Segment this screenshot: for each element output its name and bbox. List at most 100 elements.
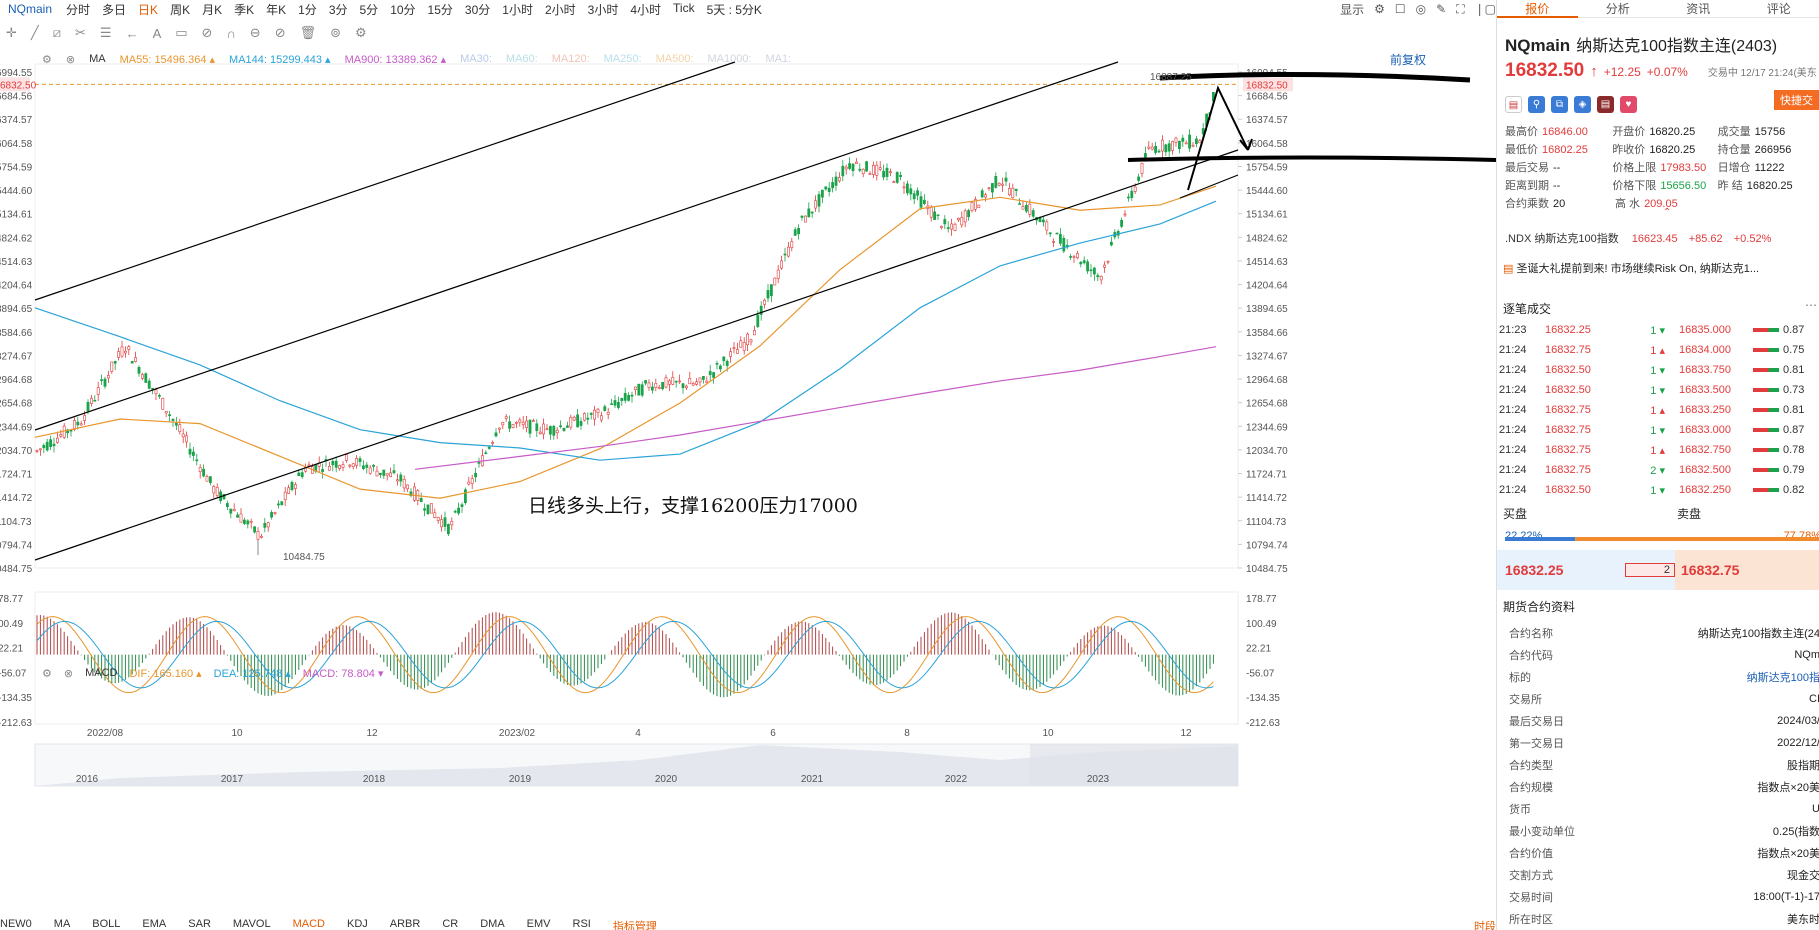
- settings-icon[interactable]: ⚙: [1374, 2, 1385, 16]
- indicator-tab-9[interactable]: CR: [442, 918, 459, 930]
- arrow-tool-icon[interactable]: ←: [125, 25, 139, 41]
- period-3[interactable]: 周K: [170, 2, 191, 17]
- chart-canvas[interactable]: 16994.556994.5516684.566684.5616374.5763…: [0, 0, 1496, 918]
- period-12[interactable]: 30分: [464, 2, 491, 17]
- indicator-tab-7[interactable]: KDJ: [346, 918, 368, 930]
- indicator-tab-0[interactable]: NEW0: [0, 918, 32, 930]
- hierarchy-icon[interactable]: ⧉: [1551, 96, 1568, 113]
- indicator-tab-10[interactable]: DMA: [480, 918, 505, 930]
- indicator-tab-5[interactable]: MAVOL: [232, 918, 271, 930]
- candle-body: [365, 464, 369, 468]
- display-menu[interactable]: 显示: [1340, 2, 1365, 17]
- quote-panel: 报价 分析 资讯 评论 NQmain 纳斯达克100指数主连(2403) 16832.5…: [1496, 0, 1819, 930]
- period-11[interactable]: 15分: [427, 2, 453, 17]
- bid-price[interactable]: 16832.25: [1505, 562, 1564, 578]
- ask-price[interactable]: 16832.75: [1675, 550, 1819, 590]
- indicator-tab-1[interactable]: MA: [53, 918, 71, 930]
- config-icon[interactable]: ⚙: [355, 25, 367, 40]
- text-tool-icon[interactable]: A: [152, 25, 162, 41]
- period-6[interactable]: 年K: [266, 2, 287, 17]
- camera-icon[interactable]: ◎: [1415, 2, 1427, 16]
- support-stroke[interactable]: [1127, 155, 1496, 162]
- fib-tool-icon[interactable]: ✂: [75, 25, 86, 40]
- candle-body: [276, 503, 280, 506]
- period-2[interactable]: 日K: [138, 2, 159, 17]
- indicator-tab-8[interactable]: ARBR: [389, 918, 421, 930]
- indicator-settings-icon[interactable]: ⚙: [42, 53, 52, 66]
- trend-line[interactable]: [34, 61, 736, 301]
- fullscreen-icon[interactable]: ⛶: [1456, 1, 1465, 16]
- period-4[interactable]: 月K: [202, 2, 223, 17]
- period-13[interactable]: 1小时: [502, 2, 533, 17]
- period-8[interactable]: 3分: [328, 2, 348, 17]
- indicator-tab-3[interactable]: EMA: [142, 918, 167, 930]
- heart-icon[interactable]: ♥: [1620, 96, 1637, 113]
- crosshair-icon[interactable]: ✛: [6, 25, 17, 40]
- panel-tab-3[interactable]: 评论: [1766, 2, 1791, 16]
- y-tick-right: 15754.59: [1246, 162, 1288, 173]
- macd-close-icon[interactable]: ⊗: [63, 667, 74, 680]
- period-0[interactable]: 分时: [66, 2, 91, 17]
- macd-name[interactable]: MACD: [85, 667, 118, 679]
- channel-tool-icon[interactable]: ⧄: [52, 25, 62, 40]
- trade-icon[interactable]: ⚲: [1528, 96, 1545, 113]
- main-indicator-name[interactable]: MA: [89, 53, 106, 65]
- delete-icon[interactable]: 🗑: [299, 25, 317, 40]
- panel-tab-0[interactable]: 报价: [1497, 0, 1578, 18]
- period-range-tab[interactable]: 时段: [1474, 921, 1496, 930]
- ruler-icon[interactable]: ⊘: [201, 25, 213, 40]
- indicator-tab-4[interactable]: SAR: [188, 918, 211, 930]
- trend-line[interactable]: [34, 61, 1119, 431]
- doc-icon[interactable]: ▤: [1597, 96, 1614, 113]
- macd-settings-icon[interactable]: ⚙: [42, 667, 52, 680]
- indicator-tab-13[interactable]: 指标管理: [612, 921, 657, 930]
- candle-body: [844, 166, 848, 170]
- period-16[interactable]: 4小时: [630, 2, 662, 17]
- period-18[interactable]: 5天 : 5分K: [706, 2, 762, 17]
- indicator-tab-12[interactable]: RSI: [572, 918, 591, 930]
- collapse-icon[interactable]: ❘▢: [1474, 2, 1496, 16]
- expand-icon[interactable]: ⌃: [1663, 207, 1672, 218]
- adjust-toggle[interactable]: 前复权: [1390, 53, 1427, 67]
- magnet-icon[interactable]: ∩: [226, 25, 236, 41]
- lock-icon[interactable]: ⊖: [249, 25, 261, 40]
- eye-icon[interactable]: ⊚: [330, 25, 342, 40]
- period-17[interactable]: Tick: [673, 0, 695, 15]
- comment-tool-icon[interactable]: ▭: [175, 25, 188, 40]
- indicator-close-icon[interactable]: ⊗: [65, 53, 76, 66]
- period-9[interactable]: 5分: [359, 2, 379, 17]
- more-icon[interactable]: ⋯: [1805, 298, 1817, 312]
- y-tick-right: 16064.58: [1246, 139, 1288, 150]
- indicator-tab-6[interactable]: MACD: [292, 918, 325, 930]
- candle-body: [586, 417, 590, 420]
- panel-tab-1[interactable]: 分析: [1605, 2, 1630, 16]
- line-tool-icon[interactable]: ╱: [30, 25, 39, 40]
- trend-line[interactable]: [1179, 174, 1239, 199]
- candle-body: [331, 460, 335, 466]
- trend-line[interactable]: [34, 149, 1239, 561]
- period-1[interactable]: 多日: [102, 2, 127, 17]
- period-15[interactable]: 3小时: [587, 2, 619, 17]
- period-7[interactable]: 1分: [298, 2, 317, 17]
- layout-icon[interactable]: ☐: [1394, 2, 1406, 16]
- symbol-label[interactable]: NQmain: [8, 2, 53, 16]
- period-10[interactable]: 10分: [390, 2, 416, 17]
- y-tick-left: 0484.75: [0, 564, 33, 575]
- period-14[interactable]: 2小时: [544, 2, 576, 17]
- indicator-tab-11[interactable]: EMV: [526, 918, 551, 930]
- forecast-arrow[interactable]: [1187, 85, 1249, 191]
- period-5[interactable]: 季K: [234, 2, 255, 17]
- info-row: 所在时区 美东时: [1509, 914, 1819, 926]
- ndx-quote[interactable]: .NDX 纳斯达克100指数 16623.45 +85.62 +0.52%: [1505, 233, 1772, 245]
- annotation-text[interactable]: 日线多头上行，支撑16200压力17000: [528, 495, 858, 517]
- news-banner[interactable]: ▤ 圣诞大礼提前到来! 市场继续Risk On, 纳斯达克1...: [1503, 263, 1760, 275]
- hide-icon[interactable]: ⊘: [274, 25, 286, 40]
- shape-tool-icon[interactable]: ☰: [99, 25, 112, 40]
- tag-icon[interactable]: ◈: [1574, 96, 1591, 113]
- resistance-stroke[interactable]: [1159, 71, 1471, 83]
- quick-trade-button[interactable]: 快捷交: [1774, 90, 1819, 110]
- edit-icon[interactable]: ✎: [1436, 2, 1447, 16]
- panel-tab-2[interactable]: 资讯: [1686, 2, 1711, 16]
- indicator-tab-2[interactable]: BOLL: [92, 918, 121, 930]
- overview-window[interactable]: [1030, 744, 1238, 786]
